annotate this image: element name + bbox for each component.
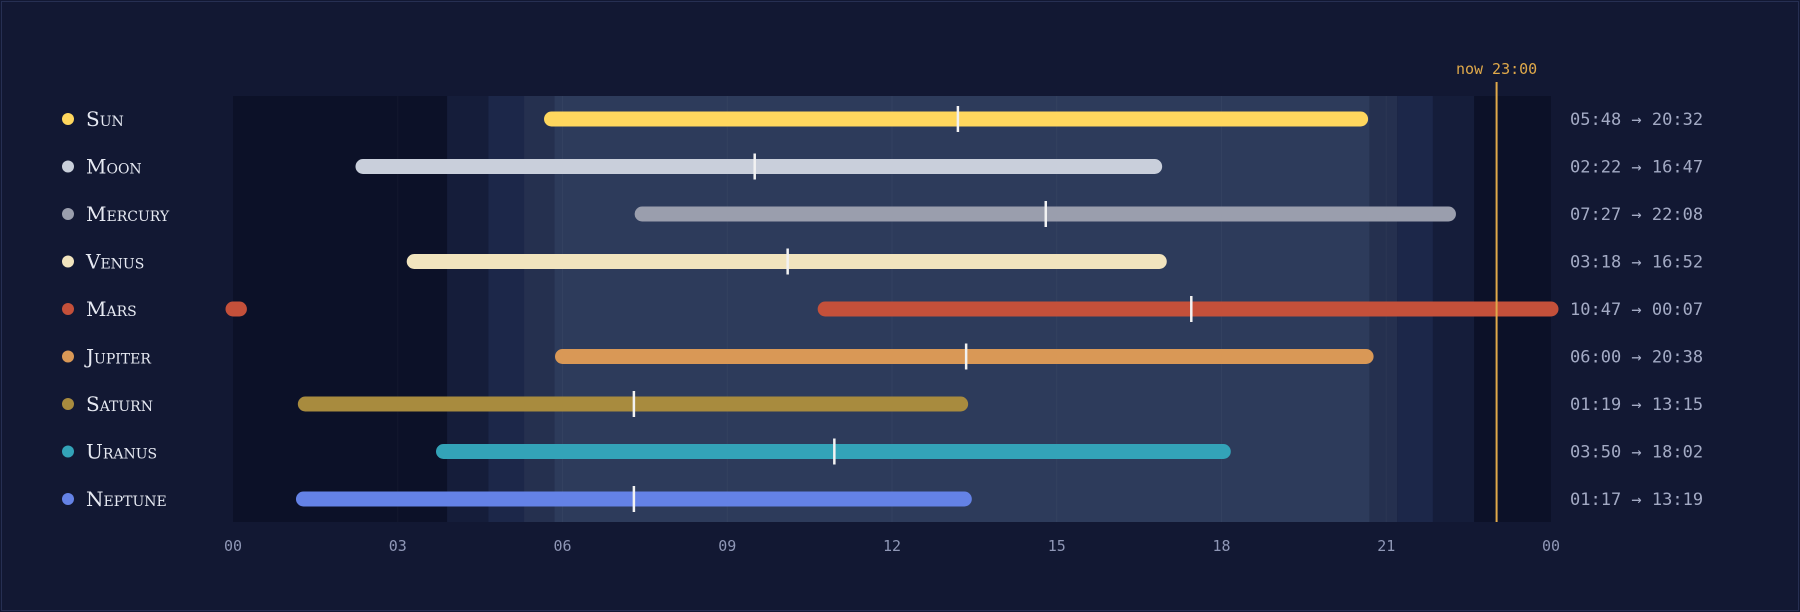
saturn-name-label: Saturn [86,392,153,416]
jupiter-color-dot [62,350,74,363]
moon-name-label: Moon [86,155,142,179]
row-sun: Sun 05:48 → 20:32 [62,106,1703,132]
body-rows: Sun 05:48 → 20:32 Moon 02:22 → 16:47 Mercury… [62,106,1703,512]
hour-axis: 00 03 06 09 12 15 18 21 00 [224,537,1560,555]
jupiter-rise-set-label: 06:00 → 20:38 [1570,348,1703,368]
moon-rise-set-label: 02:22 → 16:47 [1570,158,1703,178]
saturn-rise-set-label: 01:19 → 13:15 [1570,395,1703,415]
mars-name-label: Mars [86,297,137,321]
venus-name-label: Venus [85,250,144,274]
neptune-rise-set-label: 01:17 → 13:19 [1570,490,1703,510]
venus-rise-set-label: 03:18 → 16:52 [1570,253,1703,273]
uranus-rise-set-label: 03:50 → 18:02 [1570,443,1703,463]
saturn-color-dot [62,398,74,410]
row-mercury: Mercury 07:27 → 22:08 [62,201,1703,227]
mercury-color-dot [62,208,74,220]
neptune-name-label: Neptune [86,487,167,511]
venus-color-dot [62,255,74,268]
mars-rise-set-label: 10:47 → 00:07 [1570,300,1703,320]
jupiter-name-label: Jupiter [84,345,151,369]
row-neptune: Neptune 01:17 → 13:19 [62,486,1703,512]
uranus-color-dot [62,445,74,458]
mercury-name-label: Mercury [86,202,170,226]
row-saturn: Saturn 01:19 → 13:15 [62,391,1703,417]
sun-color-dot [62,113,74,125]
row-venus: Venus 03:18 → 16:52 [62,248,1703,275]
sun-rise-set-label: 05:48 → 20:32 [1570,110,1703,130]
tick-label: 03 [389,537,407,555]
tick-label: 06 [553,537,571,555]
row-mars: Mars 10:47 → 00:07 [62,296,1703,322]
sun-name-label: Sun [86,107,124,131]
now-indicator: now 23:00 [1456,60,1537,522]
tick-label: 18 [1212,537,1230,555]
tick-label: 09 [718,537,736,555]
now-label: now 23:00 [1456,60,1537,78]
row-uranus: Uranus 03:50 → 18:02 [62,438,1703,465]
tick-label: 00 [224,537,242,555]
tick-label: 15 [1048,537,1066,555]
uranus-name-label: Uranus [86,440,157,464]
row-moon: Moon 02:22 → 16:47 [62,153,1703,180]
neptune-color-dot [62,493,74,505]
moon-color-dot [62,160,74,173]
mars-color-dot [62,303,74,315]
tick-label: 12 [883,537,901,555]
mercury-rise-set-label: 07:27 → 22:08 [1570,205,1703,225]
tick-label: 21 [1377,537,1395,555]
row-jupiter: Jupiter 06:00 → 20:38 [62,343,1703,370]
tick-label: 00 [1542,537,1560,555]
